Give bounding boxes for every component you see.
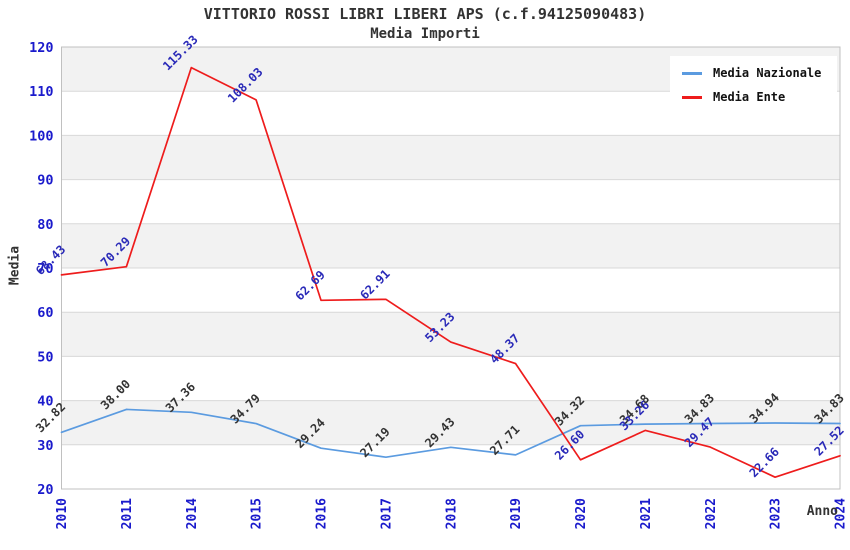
y-tick-label: 110 bbox=[29, 84, 53, 100]
band bbox=[61, 312, 840, 357]
y-tick-label: 90 bbox=[37, 173, 53, 189]
legend-label: Media Nazionale bbox=[713, 66, 822, 80]
y-tick-label: 50 bbox=[37, 349, 53, 365]
x-tick-label: 2011 bbox=[120, 498, 135, 529]
y-tick-label: 70 bbox=[37, 261, 53, 277]
x-tick-label: 2016 bbox=[315, 498, 330, 529]
point-value-label: 62.91 bbox=[357, 267, 392, 302]
y-tick-label: 20 bbox=[37, 482, 53, 498]
x-tick-label: 2017 bbox=[379, 498, 394, 529]
y-tick-label: 100 bbox=[29, 128, 53, 144]
x-axis-title: Anno bbox=[806, 504, 838, 519]
y-tick-label: 30 bbox=[37, 438, 53, 454]
series-line-1 bbox=[60, 66, 841, 479]
band bbox=[61, 223, 840, 268]
legend-label: Media Ente bbox=[713, 90, 786, 104]
series-lines bbox=[60, 66, 841, 479]
x-axis-ticks: 2010 2011 2014 2015 2016 2017 2018 2019 2020 2021… bbox=[55, 498, 849, 529]
band bbox=[61, 135, 840, 180]
x-tick-label: 2022 bbox=[704, 498, 719, 529]
series-line-0 bbox=[60, 408, 841, 459]
plot-border bbox=[61, 46, 841, 490]
y-axis-title: Media bbox=[7, 245, 23, 286]
x-tick-label: 2018 bbox=[444, 498, 459, 529]
x-tick-label: 2014 bbox=[185, 498, 200, 529]
legend-item-media-nazionale: Media Nazionale bbox=[682, 66, 821, 80]
x-tick-label: 2021 bbox=[639, 498, 654, 529]
x-tick-label: 2010 bbox=[55, 498, 70, 529]
x-tick-label: 2019 bbox=[509, 498, 524, 529]
y-axis-ticks: 20 30 40 50 60 70 80 90 100 110 120 bbox=[29, 40, 53, 498]
x-tick-label: 2024 bbox=[834, 498, 849, 529]
legend-line-swatch-nazionale bbox=[682, 71, 702, 75]
legend-item-media-ente: Media Ente bbox=[682, 90, 821, 104]
x-tick-label: 2015 bbox=[250, 498, 265, 529]
y-tick-label: 60 bbox=[37, 305, 53, 321]
chart-subtitle: Media Importi bbox=[370, 26, 480, 42]
x-tick-label: 2020 bbox=[574, 498, 589, 529]
plot-frame bbox=[61, 46, 841, 490]
y-tick-label: 120 bbox=[29, 40, 53, 56]
legend: Media Nazionale Media Ente bbox=[670, 56, 838, 114]
point-value-label: 22.66 bbox=[747, 445, 782, 480]
x-tick-label: 2023 bbox=[769, 498, 784, 529]
y-tick-label: 40 bbox=[37, 394, 53, 410]
chart-title: VITTORIO ROSSI LIBRI LIBERI APS (c.f.941… bbox=[203, 5, 647, 23]
point-value-label: 62.69 bbox=[292, 268, 327, 303]
y-tick-label: 80 bbox=[37, 217, 53, 233]
legend-line-swatch-ente bbox=[682, 95, 702, 99]
